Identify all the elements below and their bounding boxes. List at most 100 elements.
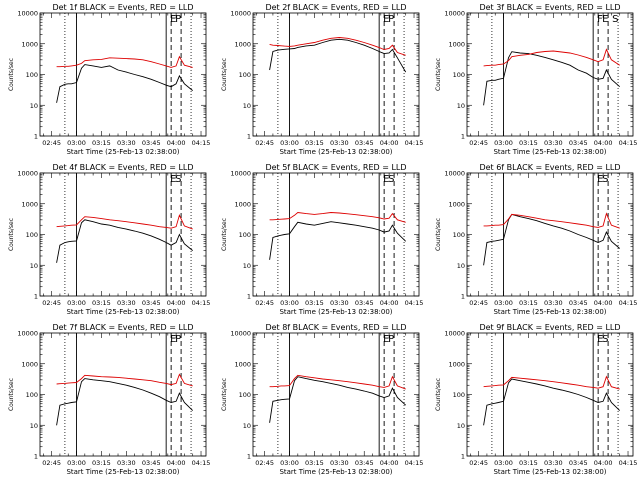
orbit-marker-label: E [383,174,389,185]
orbit-marker-label: E [597,334,603,345]
x-tick-label: 04:15 [619,139,638,147]
x-tick-label: 02:45 [42,299,61,307]
x-tick-label: 03:45 [355,139,374,147]
y-axis-label: Counts/sec [8,378,15,411]
x-tick-label: 03:00 [280,459,299,467]
x-tick-label: 03:45 [569,459,588,467]
x-axis-label: Start Time (25-Feb-13 02:38:00) [66,308,179,316]
y-tick-label: 1000 [448,40,465,48]
x-tick-label: 02:45 [42,139,61,147]
detector-panel: Det 5f BLACK = Events, RED = LLD 1 10 100 10… [221,163,423,316]
x-tick-label: 04:15 [619,299,638,307]
y-tick-label: 1 [461,453,465,461]
y-tick-label: 100 [453,71,465,79]
series-line-events [56,64,193,103]
x-tick-label: 03:00 [494,459,513,467]
x-axis-label: Start Time (25-Feb-13 02:38:00) [493,468,606,476]
y-tick-label: 1000 [448,200,465,208]
x-tick-label: 03:15 [519,299,538,307]
series-line-lld [483,375,620,390]
y-tick-label: 10000 [230,170,251,178]
x-tick-label: 03:30 [117,139,136,147]
x-tick-label: 03:45 [355,299,374,307]
orbit-marker-label: S [602,334,608,345]
y-tick-label: 1000 [448,360,465,368]
x-tick-label: 03:00 [494,299,513,307]
x-tick-label: 04:00 [380,299,399,307]
x-axis-label: Start Time (25-Feb-13 02:38:00) [279,148,392,156]
x-tick-label: 03:15 [519,459,538,467]
y-tick-label: 10 [243,102,251,110]
x-axis-label: Start Time (25-Feb-13 02:38:00) [279,308,392,316]
y-axis-label: Counts/sec [221,218,228,251]
x-tick-label: 03:15 [92,459,111,467]
y-tick-label: 10 [30,422,38,430]
y-tick-label: 100 [239,391,251,399]
x-tick-label: 03:15 [92,299,111,307]
x-tick-label: 03:30 [117,459,136,467]
y-tick-label: 10 [457,102,465,110]
y-tick-label: 1000 [21,360,38,368]
y-tick-label: 10000 [17,330,38,338]
series-line-lld [269,374,406,390]
x-tick-label: 03:45 [569,139,588,147]
series-line-lld [269,37,406,56]
orbit-marker-label: P [175,14,181,25]
x-tick-label: 04:15 [192,139,211,147]
y-tick-label: 10 [243,262,251,270]
y-tick-label: 10 [30,102,38,110]
series-line-events [269,38,407,73]
y-tick-label: 1000 [21,200,38,208]
orbit-marker-label: P [175,334,181,345]
x-tick-label: 03:30 [330,459,349,467]
series-line-lld [56,373,193,387]
panel-title: Det 4f BLACK = Events, RED = LLD [52,163,193,172]
x-axis-label: Start Time (25-Feb-13 02:38:00) [493,308,606,316]
orbit-marker-label: E [170,334,176,345]
series-line-lld [483,212,620,229]
x-tick-label: 04:00 [594,459,613,467]
x-axis-label: Start Time (25-Feb-13 02:38:00) [66,148,179,156]
series-line-lld [483,48,620,67]
y-tick-label: 1 [34,453,38,461]
panel-title: Det 8f BLACK = Events, RED = LLD [265,323,406,332]
panel-title: Det 1f BLACK = Events, RED = LLD [52,3,193,12]
x-tick-label: 03:15 [305,299,324,307]
y-tick-label: 10000 [444,170,465,178]
x-tick-label: 03:30 [330,139,349,147]
y-tick-label: 1000 [234,40,251,48]
y-tick-label: 10 [30,262,38,270]
series-line-events [483,378,621,426]
x-tick-label: 02:45 [469,139,488,147]
orbit-marker-label: F [597,14,603,25]
x-tick-label: 03:45 [142,139,161,147]
y-axis-label: Counts/sec [435,58,442,91]
y-tick-label: 100 [26,391,38,399]
y-axis-label: Counts/sec [435,378,442,411]
panel-title: Det 5f BLACK = Events, RED = LLD [265,163,406,172]
x-tick-label: 03:30 [544,459,563,467]
y-tick-label: 10000 [230,10,251,18]
x-tick-label: 04:00 [594,299,613,307]
series-line-lld [56,55,193,68]
x-tick-label: 03:30 [544,139,563,147]
x-tick-label: 03:00 [280,299,299,307]
x-tick-label: 04:15 [405,459,424,467]
x-tick-label: 03:00 [494,139,513,147]
x-tick-label: 04:00 [380,459,399,467]
detector-panel: Det 2f BLACK = Events, RED = LLD 1 10 100 10… [221,3,423,156]
orbit-marker-label: S [602,174,608,185]
x-tick-label: 03:45 [355,459,374,467]
series-line-events [269,221,407,260]
x-tick-label: 04:15 [405,299,424,307]
orbit-marker-label: E [383,334,389,345]
x-tick-label: 04:15 [192,299,211,307]
detector-panel: Det 6f BLACK = Events, RED = LLD 1 10 100 10… [435,163,637,316]
orbit-marker-label: S [612,14,618,25]
panel-title: Det 3f BLACK = Events, RED = LLD [479,3,620,12]
y-tick-label: 1 [247,293,251,301]
x-axis-label: Start Time (25-Feb-13 02:38:00) [66,468,179,476]
orbit-marker-label: P [388,14,394,25]
y-tick-label: 10000 [230,330,251,338]
